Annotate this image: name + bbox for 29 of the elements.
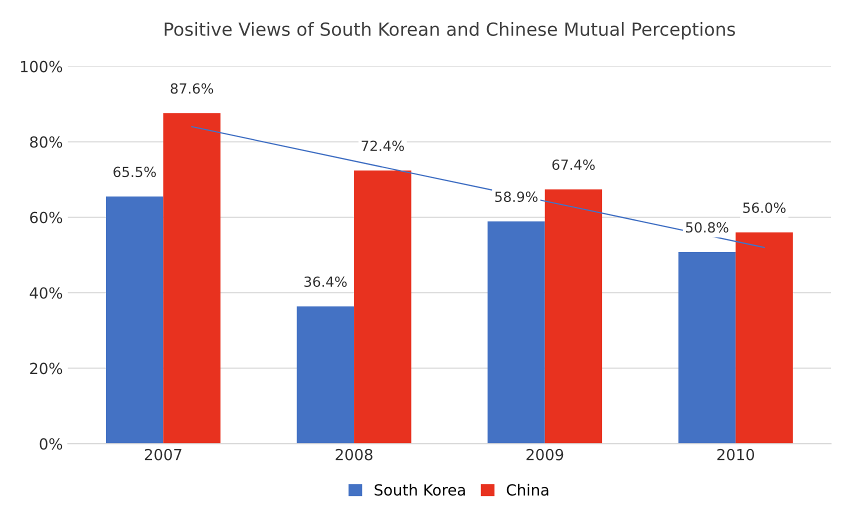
bar (488, 221, 545, 444)
bar (296, 306, 354, 444)
y-tick-label: 20% (30, 362, 62, 374)
y-tick-label: 100% (20, 60, 62, 72)
data-label: 87.6% (170, 83, 214, 94)
y-tick-label: 40% (30, 287, 62, 299)
data-label: 67.4% (552, 159, 595, 170)
y-tick-label: 0% (40, 438, 62, 450)
x-tick-label: 2007 (144, 448, 182, 460)
data-label: 50.8% (686, 222, 728, 233)
data-label: 56.0% (743, 202, 786, 213)
bar (106, 196, 164, 444)
data-label: 65.5% (114, 166, 156, 178)
bar (163, 113, 220, 444)
bar (544, 189, 602, 444)
bar (354, 170, 412, 444)
x-tick-label: 2008 (336, 448, 372, 460)
legend-label: China (506, 484, 548, 496)
chart-title: Positive Views of South Korean and Chinese Mutual Perceptions (164, 22, 735, 40)
data-label: 72.4% (362, 140, 404, 152)
x-tick-label: 2009 (526, 448, 564, 460)
data-label: 58.9% (495, 192, 538, 202)
legend-label: South Korea (374, 484, 465, 496)
bar (678, 252, 736, 444)
bar (736, 232, 793, 444)
y-tick-label: 80% (30, 136, 62, 148)
x-tick-label: 2010 (717, 448, 754, 460)
y-tick-label: 60% (30, 212, 62, 224)
data-label: 36.4% (304, 276, 347, 287)
